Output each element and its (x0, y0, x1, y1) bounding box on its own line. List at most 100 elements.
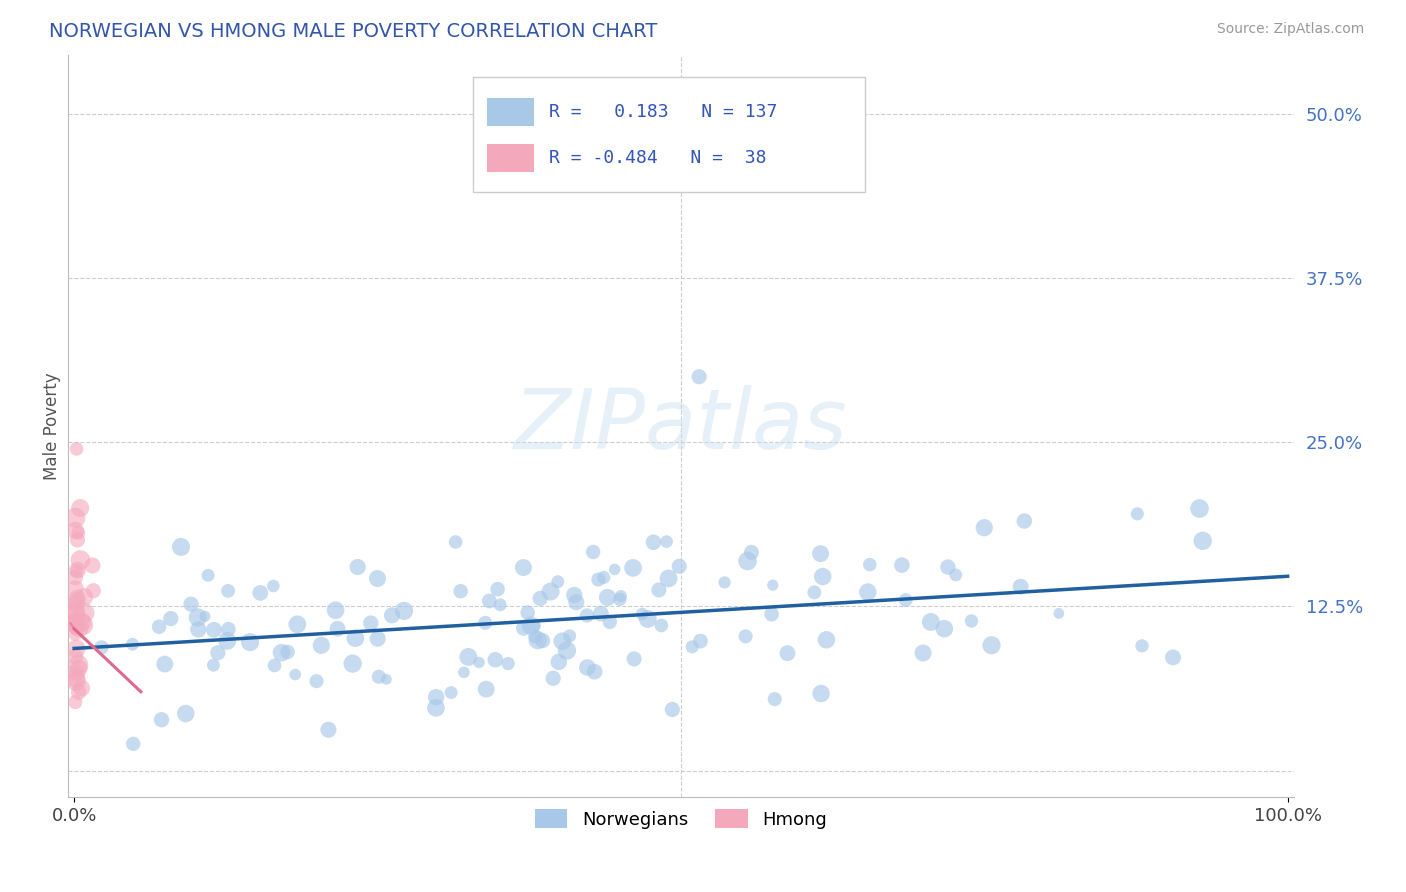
Point (815, 632, 838, 647)
Point (547, 655, 569, 669)
Point (284, 667, 307, 681)
Point (65, 641, 87, 656)
Point (934, 622, 956, 636)
Point (150, 713, 173, 727)
Point (65, 649, 87, 664)
Point (67, 621, 90, 635)
Point (217, 622, 239, 636)
Point (689, 634, 711, 648)
Point (945, 567, 967, 582)
Point (263, 658, 285, 673)
Point (655, 534, 678, 549)
Point (207, 646, 229, 660)
Text: NORWEGIAN VS HMONG MALE POVERTY CORRELATION CHART: NORWEGIAN VS HMONG MALE POVERTY CORRELAT… (49, 22, 658, 41)
Point (194, 609, 217, 624)
Point (761, 607, 783, 622)
Point (65, 582, 87, 596)
Point (69, 553, 91, 567)
Point (73, 590, 96, 604)
Bar (488, 98, 534, 126)
Point (170, 540, 193, 554)
Point (326, 622, 349, 636)
Point (66, 564, 89, 578)
Point (688, 369, 710, 384)
Point (588, 573, 610, 587)
Point (565, 595, 588, 609)
Point (551, 634, 574, 648)
Point (516, 606, 538, 620)
Point (583, 665, 606, 679)
Point (555, 643, 578, 657)
Point (973, 521, 995, 535)
Point (425, 701, 447, 715)
Point (153, 657, 176, 671)
Text: ZIPatlas: ZIPatlas (515, 385, 848, 467)
Point (360, 616, 382, 631)
Point (159, 611, 181, 625)
Point (1047, 607, 1070, 621)
Point (610, 589, 633, 603)
Point (643, 535, 665, 549)
Point (589, 607, 612, 621)
Point (520, 618, 543, 632)
Point (776, 646, 799, 660)
Point (474, 615, 496, 630)
Point (180, 597, 202, 611)
Point (562, 588, 585, 602)
Point (486, 582, 509, 596)
Point (661, 702, 683, 716)
Point (811, 569, 834, 583)
Point (66, 533, 89, 547)
Point (980, 638, 1002, 652)
Point (187, 610, 209, 624)
Point (375, 673, 398, 687)
Y-axis label: Male Poverty: Male Poverty (44, 372, 60, 480)
Point (658, 571, 681, 585)
Point (202, 658, 225, 673)
Point (737, 554, 759, 568)
Point (740, 545, 762, 559)
Point (346, 560, 368, 574)
Point (262, 579, 284, 593)
Point (468, 656, 491, 670)
Point (367, 670, 389, 684)
Point (249, 586, 271, 600)
Point (621, 561, 644, 575)
Point (766, 166, 789, 180)
Point (648, 582, 671, 597)
Point (631, 607, 654, 621)
Point (576, 660, 599, 674)
Point (478, 594, 501, 608)
Point (65, 626, 87, 640)
Point (526, 633, 548, 648)
Point (668, 559, 690, 574)
FancyBboxPatch shape (472, 78, 865, 193)
Point (65, 571, 87, 585)
Point (381, 608, 404, 623)
Point (524, 619, 547, 633)
Point (67, 525, 90, 540)
Point (496, 657, 519, 671)
Point (529, 591, 551, 606)
Point (67, 657, 90, 672)
Point (82, 558, 104, 573)
Point (713, 575, 735, 590)
Point (69, 501, 91, 516)
Point (1191, 533, 1213, 548)
Point (803, 585, 825, 599)
Point (217, 633, 239, 648)
Point (122, 737, 145, 751)
Point (121, 637, 143, 651)
Point (856, 585, 879, 599)
Point (582, 545, 605, 559)
Point (457, 649, 479, 664)
Point (650, 618, 672, 632)
Point (65, 621, 87, 635)
Point (239, 635, 262, 649)
Point (609, 592, 631, 607)
Point (637, 612, 659, 626)
Point (440, 685, 463, 699)
Point (920, 615, 942, 629)
Point (65, 524, 87, 538)
Point (512, 621, 534, 635)
